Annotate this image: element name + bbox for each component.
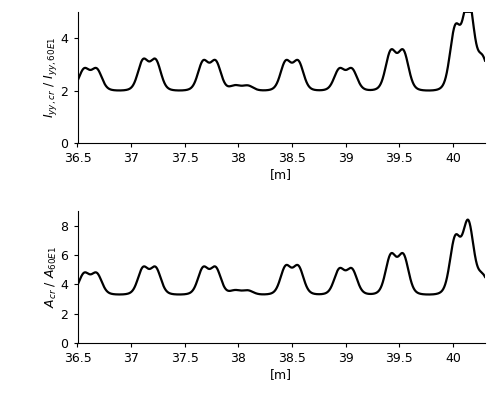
Y-axis label: $A_{cr}$ / $A_{60E1}$: $A_{cr}$ / $A_{60E1}$ (44, 246, 59, 308)
X-axis label: [m]: [m] (270, 368, 292, 381)
Y-axis label: $I_{yy,cr}$ / $I_{yy,60E1}$: $I_{yy,cr}$ / $I_{yy,60E1}$ (42, 37, 59, 118)
X-axis label: [m]: [m] (270, 168, 292, 181)
